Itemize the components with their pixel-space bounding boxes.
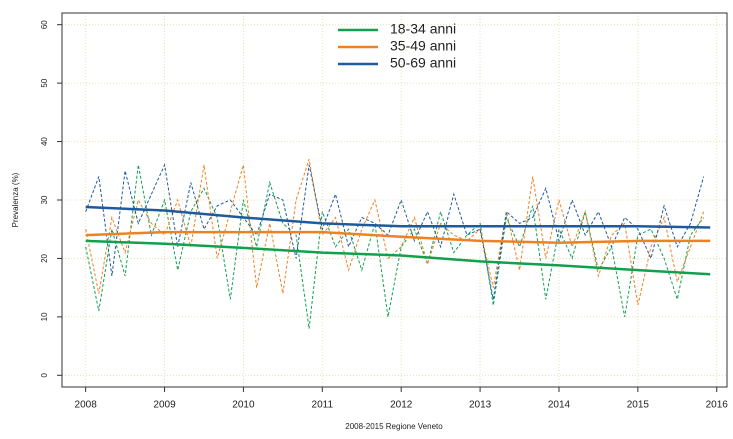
x-tick-label: 2014 [548, 400, 571, 411]
monthly-line [85, 158, 705, 306]
x-tick-label: 2009 [153, 400, 176, 411]
x-tick-label: 2008 [75, 400, 98, 411]
y-tick-label: 0 [40, 373, 49, 378]
y-tick-label: 30 [40, 195, 49, 204]
x-tick-label: 2012 [390, 400, 413, 411]
legend-label: 50-69 anni [390, 55, 456, 71]
x-axis-title: 2008-2015 Regione Veneto [345, 422, 443, 431]
plot-frame [61, 12, 728, 388]
y-tick-label: 10 [40, 312, 49, 321]
trend-line [85, 239, 711, 276]
y-tick-label: 20 [40, 253, 49, 262]
y-axis-title: Prevalenza (%) [11, 172, 20, 227]
x-tick-label: 2015 [627, 400, 650, 411]
monthly-line [85, 164, 705, 329]
y-tick-label: 50 [40, 78, 49, 87]
x-tick-label: 2016 [706, 400, 729, 411]
x-tick-label: 2010 [232, 400, 255, 411]
y-tick-label: 40 [40, 137, 49, 146]
legend-label: 35-49 anni [390, 38, 456, 54]
x-tick-label: 2013 [469, 400, 492, 411]
legend-label: 18-34 anni [390, 21, 456, 37]
trend-line [85, 205, 711, 229]
y-tick-label: 60 [40, 20, 49, 29]
trend-line [85, 230, 711, 244]
monthly-line [85, 163, 705, 300]
x-tick-label: 2011 [312, 400, 334, 411]
